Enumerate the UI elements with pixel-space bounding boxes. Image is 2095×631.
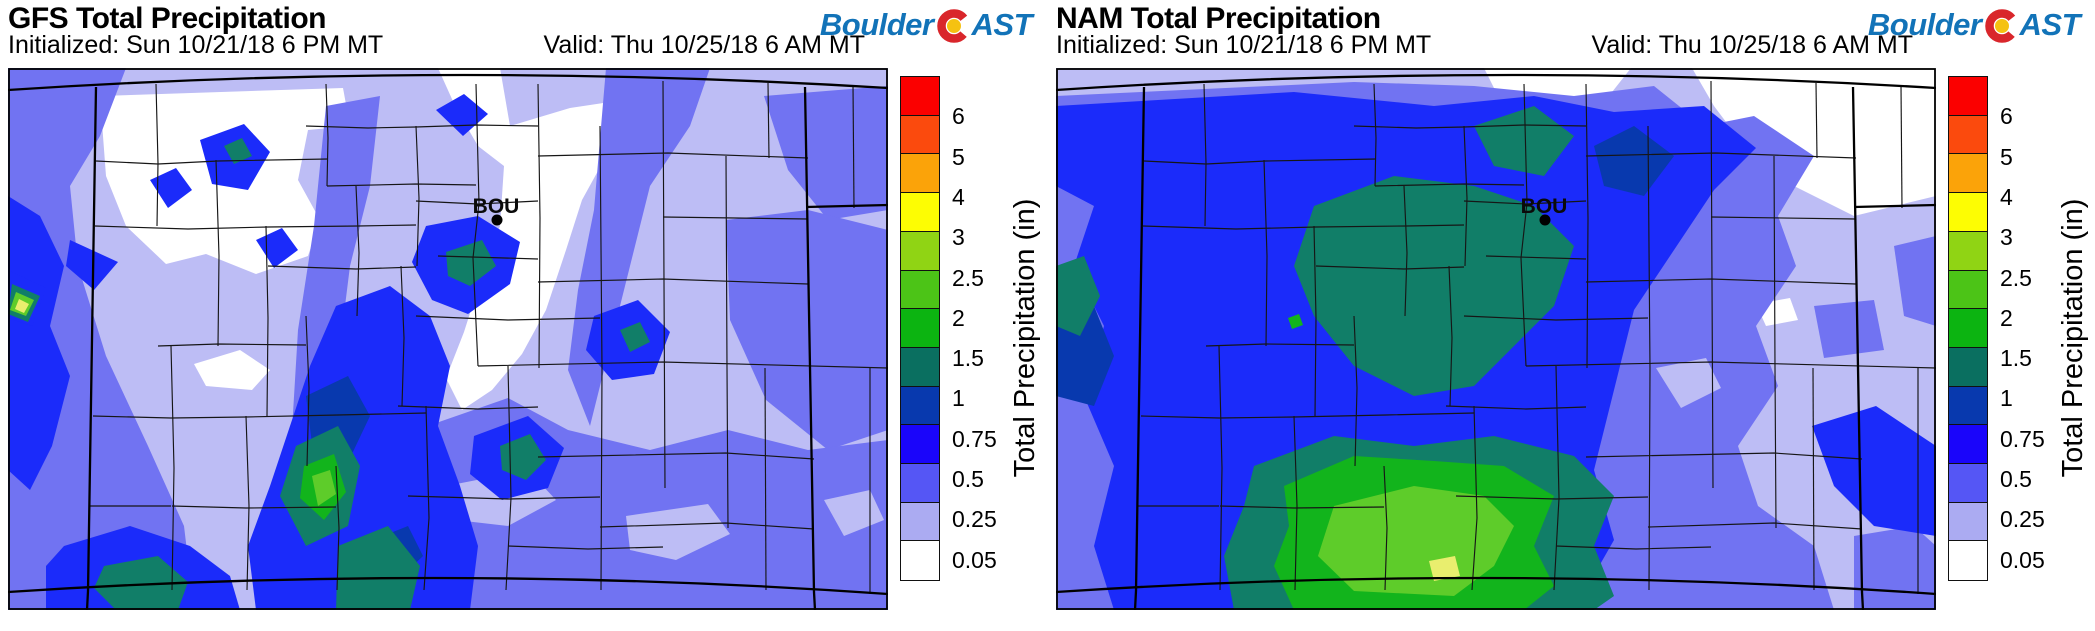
station-dot (491, 214, 503, 226)
colorbar-swatch (1948, 114, 1988, 155)
colorbar-tick-label: 3 (2000, 224, 2013, 251)
colorbar-swatch (900, 463, 940, 504)
colorbar-swatch (900, 76, 940, 117)
colorbar-swatch (1948, 269, 1988, 310)
colorbar-tick-label: 1.5 (2000, 345, 2032, 372)
colorbar-tick-label: 5 (2000, 143, 2013, 170)
colorado-c-icon (936, 9, 971, 43)
colorbar-swatches (900, 76, 1050, 581)
gfs-colorbar: 6 5 4 3 2.5 2 1.5 1 0.75 0.5 0.25 0.05 (900, 76, 1050, 606)
valid-time-nam: Valid: Thu 10/25/18 6 AM MT (1591, 31, 1913, 59)
colorbar-swatch (900, 501, 940, 543)
colorbar-tick-label: 2.5 (2000, 264, 2032, 291)
station-label: BOU (473, 195, 520, 218)
valid-time-gfs: Valid: Thu 10/25/18 6 AM MT (543, 31, 865, 59)
init-time-gfs: Initialized: Sun 10/21/18 6 PM MT (8, 31, 384, 59)
colorbar-tick-label: 0.5 (952, 466, 984, 493)
station-marker-bou: BOU (1521, 195, 1568, 226)
map-frame (1056, 68, 1936, 610)
colorbar-tick-label: 1 (952, 385, 965, 412)
colorbar-axis-label: Total Precipitation (in) (1009, 198, 1041, 478)
colorbar-tick-label: 0.05 (952, 546, 997, 573)
colorbar-tick-label: 1 (2000, 385, 2013, 412)
colorbar-tick-label: 0.05 (2000, 546, 2045, 573)
colorbar-swatch (1948, 308, 1988, 349)
colorbar-tick-label: 2.5 (952, 264, 984, 291)
nam-colorbar: 6 5 4 3 2.5 2 1.5 1 0.75 0.5 0.25 0.05 (1948, 76, 2095, 606)
colorbar-swatch (900, 346, 940, 388)
colorbar-tick-label: 3 (952, 224, 965, 251)
colorbar-swatch (1948, 192, 1988, 233)
colorbar-swatch (900, 308, 940, 349)
colorbar-tick-label: 0.75 (2000, 425, 2045, 452)
colorbar-tick-label: 2 (2000, 304, 2013, 331)
colorbar-swatch (1948, 76, 1988, 117)
station-dot (1539, 214, 1551, 226)
page-title-gfs: GFS Total Precipitation (8, 2, 326, 35)
colorbar-swatch (1948, 540, 1988, 581)
nam-precip-fills (1056, 68, 1936, 610)
colorbar-swatch (900, 269, 940, 310)
nam-panel: NAM Total Precipitation Initialized: Sun… (1048, 0, 2095, 631)
colorbar-tick-label: 0.5 (2000, 466, 2032, 493)
colorbar-tick-label: 1.5 (952, 345, 984, 372)
colorbar-tick-label: 0.25 (952, 506, 997, 533)
colorbar-swatch (900, 385, 940, 426)
colorbar-swatch (1948, 153, 1988, 194)
colorbar-swatch (1948, 385, 1988, 426)
colorbar-swatch (900, 424, 940, 465)
logo-text-boulder: Boulder (819, 7, 934, 42)
colorbar-swatch (900, 192, 940, 233)
colorbar-swatch (1948, 230, 1988, 272)
colorbar-tick-label: 6 (952, 103, 965, 130)
colorbar-tick-label: 4 (952, 183, 965, 210)
colorbar-swatch (1948, 501, 1988, 543)
colorbar-tick-label: 6 (2000, 103, 2013, 130)
colorbar-swatches (1948, 76, 2095, 581)
gfs-precip-map: BOU (8, 68, 888, 610)
gfs-precip-fills (8, 68, 888, 610)
colorbar-swatch (900, 540, 940, 581)
colorbar-tick-label: 4 (2000, 183, 2013, 210)
bouldercast-logo: Boulder AST (820, 5, 1032, 45)
colorbar-swatch (900, 230, 940, 272)
colorado-c-icon (1984, 9, 2019, 43)
map-frame (8, 68, 888, 610)
station-marker-bou: BOU (473, 195, 520, 226)
logo-text-boulder: Boulder (1867, 7, 1982, 42)
gfs-panel: GFS Total Precipitation Initialized: Sun… (0, 0, 1047, 631)
colorbar-swatch (900, 114, 940, 155)
colorbar-axis-label: Total Precipitation (in) (2057, 198, 2089, 478)
page-title-nam: NAM Total Precipitation (1056, 2, 1381, 35)
colorbar-swatch (900, 153, 940, 194)
colorbar-tick-label: 5 (952, 143, 965, 170)
colorbar-swatch (1948, 463, 1988, 504)
colorbar-swatch (1948, 424, 1988, 465)
logo-text-ast: AST (971, 7, 1033, 42)
colorbar-tick-label: 2 (952, 304, 965, 331)
colorbar-tick-label: 0.25 (2000, 506, 2045, 533)
init-time-nam: Initialized: Sun 10/21/18 6 PM MT (1056, 31, 1432, 59)
colorbar-tick-label: 0.75 (952, 425, 997, 452)
station-label: BOU (1521, 195, 1568, 218)
bouldercast-logo: Boulder AST (1868, 5, 2080, 45)
logo-text-ast: AST (2019, 7, 2081, 42)
nam-precip-map: BOU (1056, 68, 1936, 610)
colorbar-swatch (1948, 346, 1988, 388)
